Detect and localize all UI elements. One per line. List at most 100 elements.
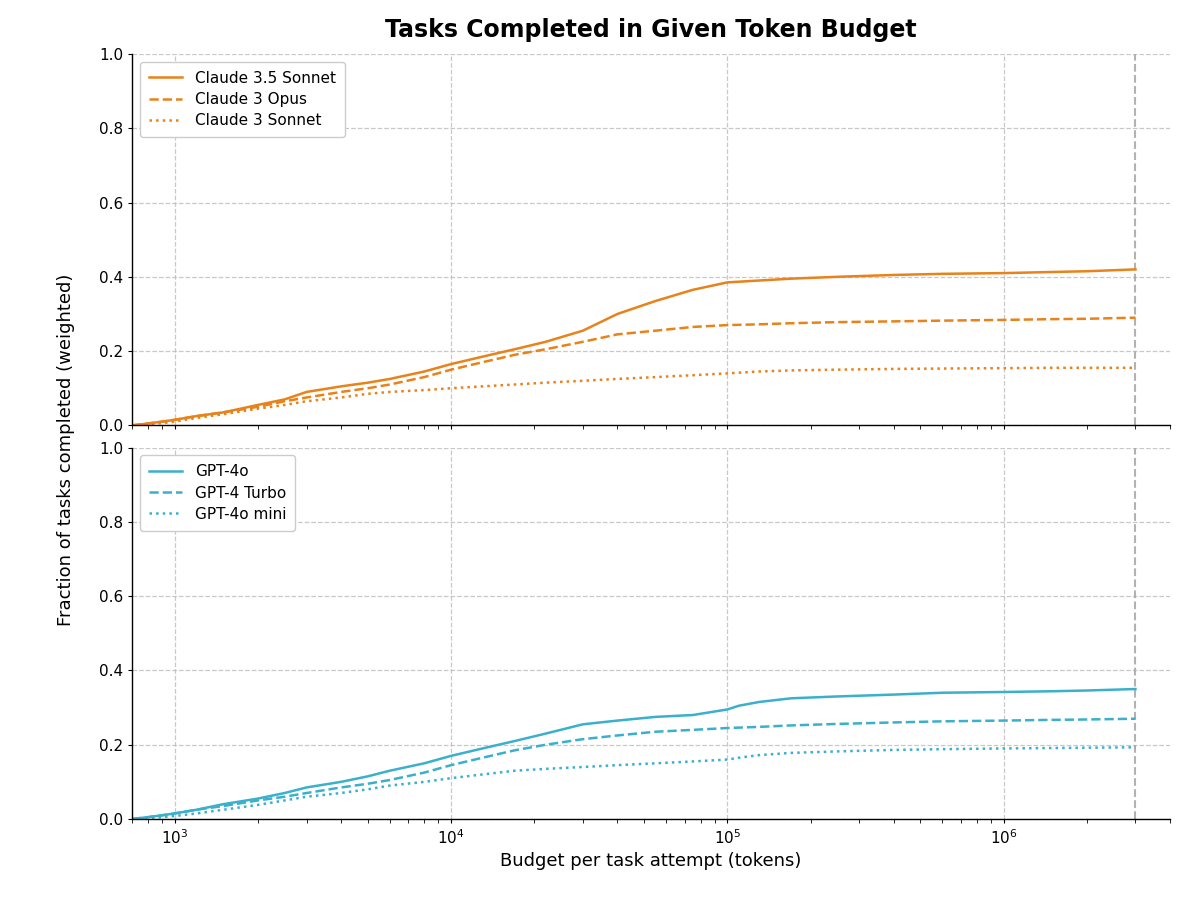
GPT-4o [784, 693, 798, 704]
GPT-4 Turbo [475, 752, 490, 763]
GPT-4o mini [444, 773, 458, 784]
Text: Fraction of tasks completed (weighted): Fraction of tasks completed (weighted) [56, 274, 76, 626]
GPT-4 Turbo [1045, 715, 1060, 725]
GPT-4o mini [830, 746, 845, 757]
GPT-4 Turbo [190, 805, 204, 815]
Claude 3 Opus [539, 344, 553, 355]
GPT-4o mini [300, 791, 314, 802]
Claude 3.5 Sonnet [539, 337, 553, 347]
GPT-4o mini [996, 743, 1010, 754]
GPT-4 Turbo [720, 723, 734, 734]
Claude 3.5 Sonnet [830, 272, 845, 283]
Claude 3 Sonnet [168, 416, 182, 427]
Line: GPT-4 Turbo: GPT-4 Turbo [132, 719, 1135, 819]
GPT-4 Turbo [361, 778, 376, 789]
Claude 3 Opus [720, 320, 734, 330]
Legend: GPT-4o, GPT-4 Turbo, GPT-4o mini: GPT-4o, GPT-4 Turbo, GPT-4o mini [139, 455, 295, 531]
Claude 3 Sonnet [216, 409, 230, 419]
GPT-4o [830, 691, 845, 702]
Claude 3 Sonnet [140, 418, 155, 429]
Claude 3.5 Sonnet [168, 414, 182, 425]
Claude 3 Opus [685, 321, 700, 332]
Claude 3 Sonnet [784, 365, 798, 376]
GPT-4o mini [334, 788, 348, 798]
Claude 3 Sonnet [751, 366, 766, 377]
GPT-4o [1080, 685, 1094, 696]
GPT-4o [1045, 686, 1060, 697]
Claude 3 Sonnet [251, 403, 265, 414]
GPT-4o mini [216, 805, 230, 815]
GPT-4 Turbo [277, 791, 292, 802]
Claude 3.5 Sonnet [576, 325, 590, 336]
GPT-4o [732, 700, 746, 711]
Claude 3 Opus [935, 315, 949, 326]
Claude 3 Opus [475, 356, 490, 367]
GPT-4o [751, 697, 766, 707]
Claude 3 Sonnet [1045, 363, 1060, 374]
Claude 3.5 Sonnet [685, 284, 700, 295]
Claude 3 Opus [251, 401, 265, 412]
Claude 3.5 Sonnet [648, 295, 662, 306]
Claude 3.5 Sonnet [935, 268, 949, 279]
Claude 3 Sonnet [1080, 363, 1094, 374]
Claude 3 Opus [611, 329, 625, 340]
Claude 3 Sonnet [508, 379, 522, 390]
Legend: Claude 3.5 Sonnet, Claude 3 Opus, Claude 3 Sonnet: Claude 3.5 Sonnet, Claude 3 Opus, Claude… [139, 61, 344, 137]
GPT-4 Turbo [300, 788, 314, 798]
GPT-4o [300, 782, 314, 793]
GPT-4o mini [383, 780, 397, 791]
Claude 3 Opus [996, 314, 1010, 325]
GPT-4o [887, 689, 901, 700]
Claude 3 Opus [277, 396, 292, 407]
Claude 3 Sonnet [1128, 363, 1142, 374]
GPT-4o [508, 735, 522, 746]
GPT-4o mini [361, 784, 376, 795]
GPT-4 Turbo [996, 716, 1010, 726]
Claude 3 Opus [155, 416, 169, 427]
Claude 3 Sonnet [475, 381, 490, 392]
GPT-4o mini [140, 813, 155, 824]
GPT-4o [576, 719, 590, 730]
GPT-4 Turbo [125, 814, 139, 824]
Line: GPT-4o mini: GPT-4o mini [132, 747, 1135, 819]
GPT-4o [155, 810, 169, 821]
GPT-4o mini [1045, 742, 1060, 753]
Claude 3.5 Sonnet [475, 351, 490, 362]
Claude 3.5 Sonnet [300, 386, 314, 397]
GPT-4 Turbo [576, 734, 590, 744]
Claude 3.5 Sonnet [751, 275, 766, 286]
GPT-4o [216, 798, 230, 809]
GPT-4o [475, 743, 490, 754]
GPT-4 Turbo [155, 810, 169, 821]
Claude 3.5 Sonnet [887, 270, 901, 281]
Claude 3 Opus [1080, 313, 1094, 324]
Line: Claude 3 Sonnet: Claude 3 Sonnet [132, 368, 1135, 426]
GPT-4o mini [784, 748, 798, 759]
Claude 3.5 Sonnet [508, 344, 522, 355]
Claude 3 Opus [216, 407, 230, 418]
Claude 3 Sonnet [300, 396, 314, 407]
GPT-4o [418, 758, 432, 769]
Claude 3 Opus [1045, 314, 1060, 325]
Claude 3 Opus [168, 414, 182, 425]
Claude 3 Sonnet [334, 392, 348, 403]
GPT-4 Turbo [611, 730, 625, 741]
Claude 3 Sonnet [190, 412, 204, 423]
Claude 3 Sonnet [935, 363, 949, 374]
GPT-4o mini [125, 814, 139, 824]
Claude 3 Sonnet [155, 418, 169, 428]
GPT-4o [334, 777, 348, 788]
Line: GPT-4o: GPT-4o [132, 689, 1135, 819]
Claude 3 Sonnet [125, 420, 139, 431]
GPT-4o [720, 704, 734, 715]
GPT-4 Turbo [251, 795, 265, 806]
Claude 3.5 Sonnet [251, 400, 265, 410]
Claude 3.5 Sonnet [361, 377, 376, 388]
GPT-4 Turbo [444, 760, 458, 770]
GPT-4 Turbo [1080, 714, 1094, 724]
GPT-4 Turbo [751, 722, 766, 733]
GPT-4o mini [751, 750, 766, 760]
GPT-4 Turbo [508, 745, 522, 756]
GPT-4o [996, 687, 1010, 698]
Claude 3 Sonnet [996, 363, 1010, 374]
